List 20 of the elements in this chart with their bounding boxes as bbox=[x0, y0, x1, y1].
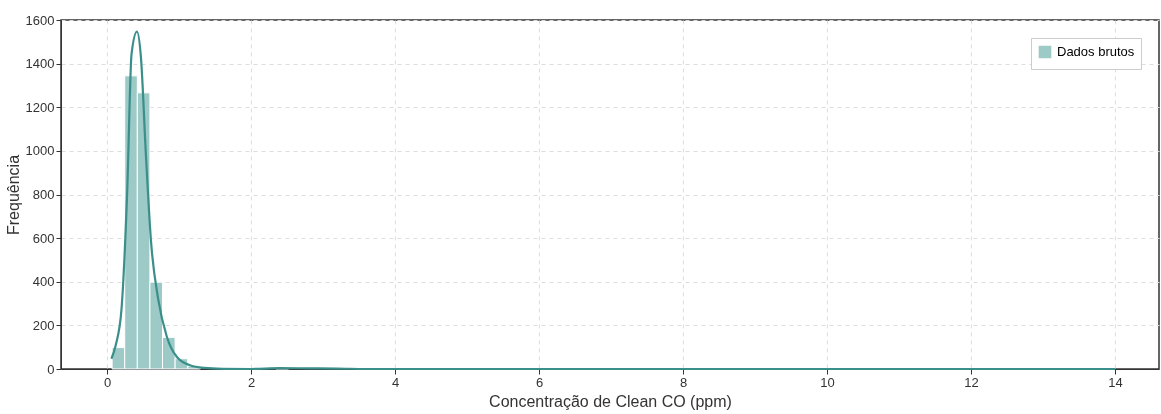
y-tick-label: 600 bbox=[32, 230, 55, 246]
y-tick-label: 200 bbox=[32, 317, 55, 333]
y-tick-label: 1600 bbox=[25, 12, 55, 28]
x-axis-title: Concentração de Clean CO (ppm) bbox=[489, 392, 732, 410]
y-tick-label: 1200 bbox=[25, 99, 55, 115]
y-tick-label: 0 bbox=[47, 361, 55, 377]
y-tick-label: 1400 bbox=[25, 56, 55, 72]
x-tick-label: 8 bbox=[679, 374, 688, 390]
y-axis-title: Frequência bbox=[4, 154, 22, 236]
x-tick-label: 10 bbox=[820, 374, 835, 390]
x-tick-label: 14 bbox=[1108, 374, 1123, 390]
x-tick-label: 4 bbox=[391, 374, 400, 390]
x-tick-label: 12 bbox=[964, 374, 979, 390]
x-tick-label: 2 bbox=[247, 374, 256, 390]
x-tick-label: 0 bbox=[103, 374, 112, 390]
y-tick-label: 400 bbox=[32, 274, 55, 290]
y-tick-label: 1000 bbox=[25, 143, 55, 159]
x-tick-label: 6 bbox=[535, 374, 544, 390]
y-tick-label: 800 bbox=[32, 187, 55, 202]
legend-label: Dados brutos bbox=[1057, 44, 1135, 59]
